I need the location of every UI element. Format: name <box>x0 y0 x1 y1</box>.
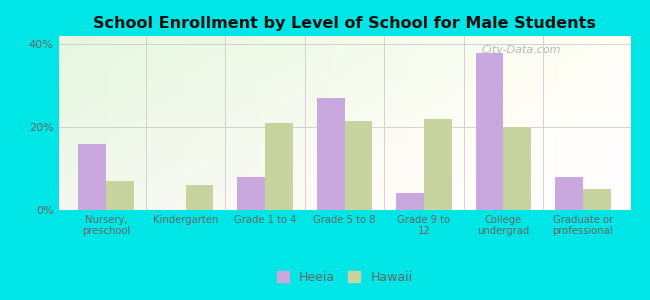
Bar <box>503 127 531 210</box>
Bar <box>79 144 106 210</box>
Bar <box>583 189 610 210</box>
Title: School Enrollment by Level of School for Male Students: School Enrollment by Level of School for… <box>93 16 596 31</box>
Bar <box>424 119 452 210</box>
Bar <box>317 98 345 210</box>
Bar <box>396 194 424 210</box>
Bar <box>555 177 583 210</box>
Bar <box>237 177 265 210</box>
Bar <box>344 121 372 210</box>
Legend: Heeia, Hawaii: Heeia, Hawaii <box>273 267 416 287</box>
Bar <box>476 52 503 210</box>
Bar <box>265 123 293 210</box>
Bar <box>106 181 134 210</box>
Bar <box>186 185 213 210</box>
Text: City-Data.com: City-Data.com <box>482 45 562 56</box>
